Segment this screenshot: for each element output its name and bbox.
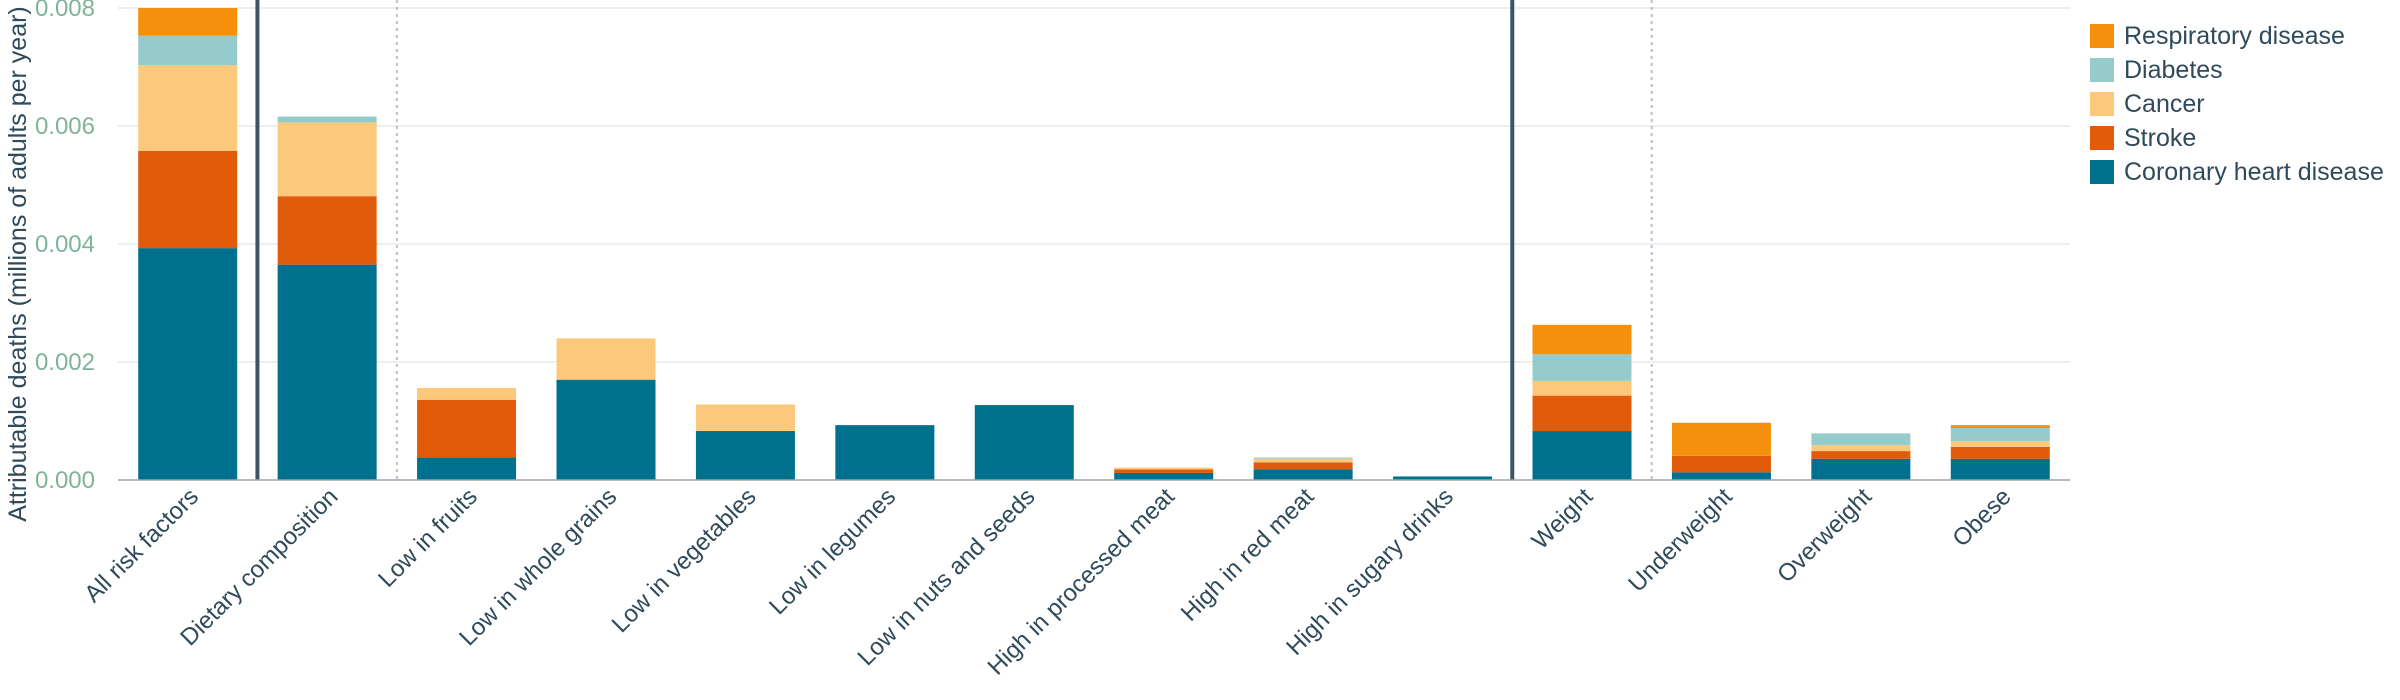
legend-label: Cancer	[2124, 90, 2205, 118]
bar-segment	[1532, 431, 1632, 480]
bar-segment	[974, 405, 1074, 480]
bar-segment	[1532, 395, 1632, 432]
y-tick-label: 0.006	[35, 113, 95, 140]
bar-segment	[138, 8, 238, 36]
bar-segment	[138, 150, 238, 249]
y-axis-label: Attributable deaths (millions of adults …	[4, 6, 32, 522]
legend-swatch	[2090, 92, 2114, 116]
bar-segment	[1253, 457, 1353, 459]
x-tick-label: High in red meat	[1176, 483, 1320, 627]
legend-label: Stroke	[2124, 124, 2196, 152]
gridlines	[118, 7, 2070, 363]
bars	[138, 8, 2050, 480]
bar-segment	[138, 65, 238, 151]
y-tick-labels: 0.000 0.002 0.004 0.006 0.008	[35, 0, 95, 494]
y-tick-label: 0.000	[35, 467, 95, 494]
group-separators	[255, 0, 1653, 480]
x-tick-label: Low in vegetables	[607, 483, 762, 638]
x-tick-label: Low in fruits	[373, 483, 483, 593]
x-tick-label: All risk factors	[79, 483, 204, 608]
bar-segment	[1811, 451, 1911, 459]
legend-label: Diabetes	[2124, 56, 2223, 84]
bar-segment	[1253, 458, 1353, 463]
bar-segment	[1532, 354, 1632, 381]
bar-segment	[1114, 467, 1214, 470]
y-tick-label: 0.004	[35, 231, 95, 258]
y-tick-label: 0.008	[35, 0, 95, 22]
bar-segment	[417, 457, 517, 480]
bar-segment	[556, 379, 656, 480]
x-tick-label: Weight	[1527, 483, 1599, 555]
bar-segment	[417, 387, 517, 400]
x-tick-label: Dietary composition	[175, 483, 343, 651]
legend-swatch	[2090, 126, 2114, 150]
legend: Respiratory disease Diabetes Cancer Stroke C…	[2090, 22, 2384, 186]
bar-segment	[1950, 446, 2050, 459]
bar-segment	[277, 196, 377, 265]
bar-segment	[1532, 324, 1632, 355]
bar-segment	[138, 248, 238, 480]
bar-segment	[1671, 422, 1771, 456]
legend-swatch	[2090, 160, 2114, 184]
bar-segment	[1950, 441, 2050, 447]
legend-swatch	[2090, 58, 2114, 82]
bar-segment	[138, 35, 238, 66]
bar-segment	[1671, 472, 1771, 480]
bar-segment	[1114, 469, 1214, 473]
bar-segment	[1114, 472, 1214, 480]
bar-segment	[695, 404, 795, 432]
bar-segment	[277, 264, 377, 480]
bar-segment	[1811, 445, 1911, 452]
legend-swatch	[2090, 24, 2114, 48]
bar-segment	[417, 399, 517, 458]
bar-segment	[1950, 425, 2050, 429]
bar-segment	[1253, 462, 1353, 470]
bar-segment	[1253, 469, 1353, 480]
x-tick-label: Low in whole grains	[454, 483, 622, 651]
bar-segment	[1950, 428, 2050, 442]
x-tick-label: Underweight	[1623, 483, 1738, 598]
bar-segment	[1811, 458, 1911, 480]
bar-segment	[1532, 380, 1632, 396]
x-tick-label: Obese	[1947, 483, 2016, 552]
legend-label: Respiratory disease	[2124, 22, 2345, 50]
bar-segment	[695, 431, 795, 480]
bar-segment	[556, 338, 656, 380]
y-tick-label: 0.002	[35, 349, 95, 376]
bar-segment	[277, 122, 377, 197]
bar-segment	[277, 116, 377, 123]
legend-label: Coronary heart disease	[2124, 158, 2384, 186]
bar-segment	[1393, 476, 1493, 480]
bar-segment	[835, 425, 935, 480]
bar-segment	[1950, 458, 2050, 480]
x-tick-label: Overweight	[1772, 483, 1877, 588]
x-tick-label: Low in legumes	[764, 483, 901, 620]
bar-segment	[1811, 433, 1911, 446]
bar-segment	[1671, 455, 1771, 473]
